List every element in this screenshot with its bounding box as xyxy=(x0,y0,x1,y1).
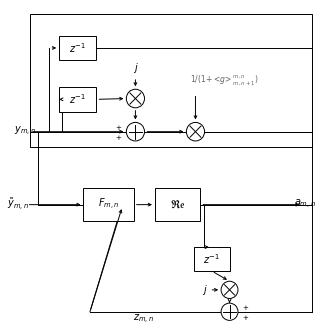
Text: $j$: $j$ xyxy=(202,283,208,297)
Text: $\tilde{y}_{m,n}$: $\tilde{y}_{m,n}$ xyxy=(7,196,29,213)
FancyBboxPatch shape xyxy=(155,188,200,221)
Circle shape xyxy=(221,281,238,298)
Text: $z^{-1}$: $z^{-1}$ xyxy=(69,41,86,55)
Circle shape xyxy=(126,89,144,108)
Text: $+$: $+$ xyxy=(115,123,122,132)
Text: $+$: $+$ xyxy=(115,133,122,142)
Text: $z^{-1}$: $z^{-1}$ xyxy=(69,93,86,106)
Text: $z_{m,n}$: $z_{m,n}$ xyxy=(133,313,154,326)
Text: $1/(1{+}<\!g\!>^{m,n}_{m,n+1})$: $1/(1{+}<\!g\!>^{m,n}_{m,n+1})$ xyxy=(190,73,259,87)
Text: $y_{m,n}$: $y_{m,n}$ xyxy=(14,125,36,138)
FancyBboxPatch shape xyxy=(59,87,96,112)
FancyBboxPatch shape xyxy=(30,14,312,147)
FancyBboxPatch shape xyxy=(59,36,96,60)
Text: $+$: $+$ xyxy=(242,303,249,312)
Text: $a_{m,n}$: $a_{m,n}$ xyxy=(294,198,316,211)
Circle shape xyxy=(126,123,144,141)
FancyBboxPatch shape xyxy=(83,188,134,221)
Text: $\mathfrak{Re}$: $\mathfrak{Re}$ xyxy=(170,199,185,210)
Text: $+$: $+$ xyxy=(242,313,249,322)
Circle shape xyxy=(186,123,204,141)
FancyBboxPatch shape xyxy=(194,247,230,271)
Text: $z^{-1}$: $z^{-1}$ xyxy=(203,252,220,266)
Text: $j$: $j$ xyxy=(132,61,138,75)
Text: $F_{m,n}$: $F_{m,n}$ xyxy=(98,197,119,212)
Circle shape xyxy=(221,303,238,320)
